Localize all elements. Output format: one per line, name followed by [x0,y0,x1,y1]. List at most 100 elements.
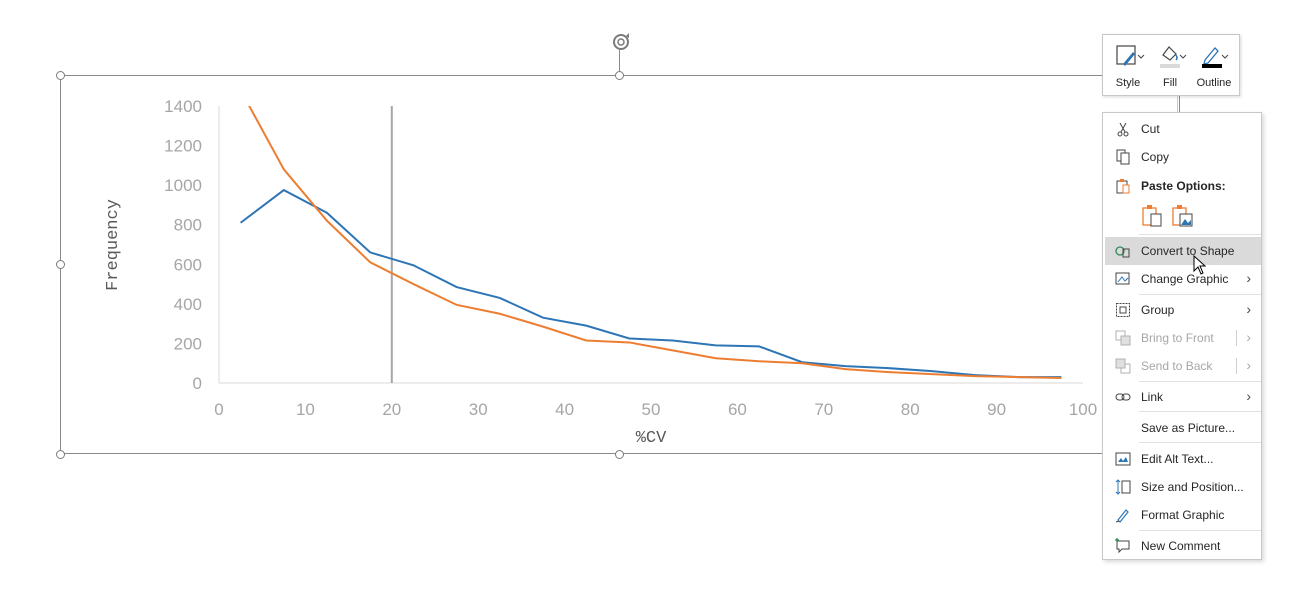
menu-separator [1139,530,1261,531]
menu-item-convert-to-shape[interactable]: Convert to Shape [1105,237,1261,265]
menu-item-label: Link [1141,390,1164,404]
x-tick-label: 50 [642,400,661,419]
menu-item-edit-alt-text[interactable]: Edit Alt Text... [1105,445,1261,473]
menu-item-label: Send to Back [1141,359,1213,373]
menu-item-label: Bring to Front [1141,331,1214,345]
menu-item-size-and-position[interactable]: Size and Position... [1105,473,1261,501]
paste-options-heading: Paste Options: [1141,179,1226,193]
context-menu: Cut Copy Paste Options: Convert to S [1102,112,1262,560]
y-tick-label: 1000 [164,176,202,195]
new-comment-icon [1115,538,1130,554]
x-tick-label: 90 [987,400,1006,419]
fill-button[interactable]: Fill [1149,39,1191,93]
group-icon [1116,303,1130,317]
resize-handle-bottom-left[interactable] [56,450,65,459]
size-position-icon [1115,479,1131,495]
menu-item-paste-options: Paste Options: [1105,172,1261,200]
x-axis-title: %CV [636,429,667,448]
x-tick-label: 10 [296,400,315,419]
menu-separator [1139,442,1261,443]
y-tick-label: 400 [174,295,202,314]
submenu-arrow-icon: › [1246,270,1251,286]
submenu-arrow-icon: › [1246,388,1251,404]
menu-separator [1139,294,1261,295]
resize-handle-left[interactable] [56,260,65,269]
menu-item-label: Cut [1141,122,1160,136]
style-button[interactable]: Style [1107,39,1149,93]
menu-item-label: Convert to Shape [1141,244,1235,258]
mouse-pointer-icon [1193,255,1207,275]
menu-item-cut[interactable]: Cut [1105,115,1261,143]
menu-separator [1139,234,1261,235]
fill-label: Fill [1162,77,1178,89]
mini-toolbar: Style Fill Outline [1102,34,1240,96]
outline-label: Outline [1196,77,1232,89]
outline-button[interactable]: Outline [1191,39,1237,93]
x-tick-label: 30 [469,400,488,419]
menu-separator [1139,411,1261,412]
copy-icon [1116,149,1130,165]
paint-bucket-icon [1160,46,1187,68]
rotation-connector [619,50,620,75]
x-tick-label: 60 [728,400,747,419]
menu-item-label: Save as Picture... [1141,421,1236,435]
x-tick-label: 20 [382,400,401,419]
menu-item-group[interactable]: Group › [1105,296,1261,324]
menu-item-bring-to-front[interactable]: Bring to Front › [1105,324,1261,352]
bring-to-front-icon [1115,330,1131,346]
menu-item-label: New Comment [1141,539,1221,553]
menu-separator [1139,381,1261,382]
x-tick-label: 40 [555,400,574,419]
menu-item-send-to-back[interactable]: Send to Back › [1105,352,1261,380]
menu-item-format-graphic[interactable]: Format Graphic [1105,501,1261,529]
paste-as-picture-icon[interactable] [1171,204,1193,228]
convert-to-shape-icon [1115,246,1130,258]
scissors-icon [1117,122,1129,137]
change-graphic-icon [1115,272,1130,285]
menu-item-link[interactable]: Link › [1105,383,1261,411]
menu-item-label: Size and Position... [1141,480,1244,494]
menu-item-change-graphic[interactable]: Change Graphic › [1105,265,1261,293]
menu-item-label: Change Graphic [1141,272,1229,286]
y-tick-label: 1400 [164,97,202,116]
submenu-arrow-icon: › [1246,301,1251,317]
series-line-blue [239,188,1062,379]
menu-item-label: Group [1141,303,1175,317]
send-to-back-icon [1115,358,1131,374]
submenu-arrow-icon: › [1246,329,1251,345]
y-tick-label: 200 [174,334,202,353]
clipboard-icon [1116,179,1130,194]
y-tick-label: 800 [174,216,202,235]
style-label: Style [1115,77,1141,89]
series-line-orange [248,106,1062,380]
format-graphic-icon [1115,509,1129,523]
paste-keep-source-icon[interactable] [1141,204,1163,228]
menu-item-label: Copy [1141,150,1170,164]
submenu-arrow-icon: › [1246,357,1251,373]
shape-style-icon [1116,45,1145,66]
x-tick-label: 100 [1069,400,1097,419]
link-icon [1115,393,1131,401]
y-tick-label: 0 [193,374,202,393]
alt-text-icon [1115,452,1131,466]
menu-item-label: Edit Alt Text... [1141,452,1214,466]
resize-handle-top[interactable] [615,71,624,80]
x-tick-label: 80 [901,400,920,419]
resize-handle-top-left[interactable] [56,71,65,80]
menu-item-label: Format Graphic [1141,508,1225,522]
menu-item-copy[interactable]: Copy [1105,143,1261,171]
resize-handle-bottom[interactable] [615,450,624,459]
menu-item-new-comment[interactable]: New Comment [1105,532,1261,560]
split-separator [1236,330,1237,346]
y-axis-title: Frequency [104,199,123,291]
rotate-handle-icon[interactable] [609,30,633,54]
menu-item-save-as-picture[interactable]: Save as Picture... [1105,414,1261,442]
toolbar-connector [1177,96,1178,112]
split-separator [1236,358,1237,374]
y-tick-label: 1200 [164,137,202,156]
frequency-chart: 0 200 400 600 800 1000 1200 1400 0 10 20 30 40 50 60 7… [104,97,1097,448]
pen-outline-icon [1202,47,1229,68]
x-tick-label: 0 [214,400,223,419]
y-tick-label: 600 [174,255,202,274]
x-tick-label: 70 [814,400,833,419]
